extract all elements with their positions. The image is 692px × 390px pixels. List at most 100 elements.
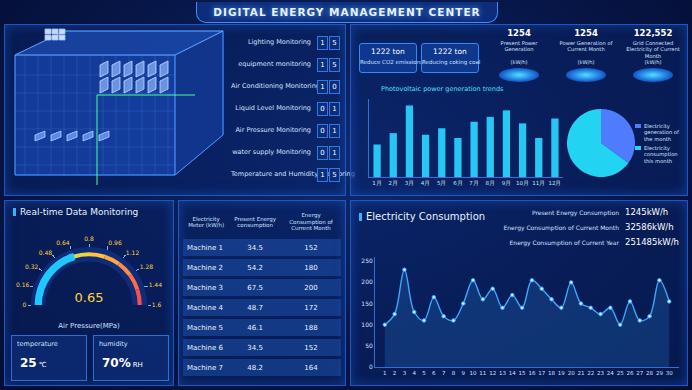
html-text:Air Conditioning Monitoring 1: Air Conditioning Monitoring 1 [231, 82, 325, 91]
svg-text:10: 10 [470, 370, 477, 376]
svg-text:7: 7 [442, 370, 446, 376]
html-text:Machine 4: Machine 4 [187, 303, 223, 312]
html-text:34.5: 34.5 [247, 243, 263, 252]
svg-text:29: 29 [656, 370, 663, 376]
svg-text:6月: 6月 [453, 180, 463, 186]
svg-text:12: 12 [489, 370, 496, 376]
svg-text:7月: 7月 [469, 180, 479, 186]
html-text:180: 180 [304, 263, 318, 272]
svg-text:15: 15 [519, 370, 526, 376]
html-text:172: 172 [304, 303, 318, 312]
html-text:1222 ton: 1222 ton [433, 47, 467, 56]
html-text:1222 ton: 1222 ton [371, 47, 405, 56]
html-text:34.5: 34.5 [247, 343, 263, 352]
svg-text:4: 4 [412, 370, 416, 376]
svg-text:17: 17 [538, 370, 545, 376]
svg-text:0: 0 [22, 301, 26, 308]
html-text:46.1: 46.1 [247, 323, 263, 332]
svg-text:4月: 4月 [421, 180, 431, 186]
html-text:Power Generation of Current Mo: Power Generation of Current Month [559, 40, 613, 53]
svg-text:14: 14 [509, 370, 516, 376]
svg-text:28: 28 [646, 370, 653, 376]
svg-text:250: 250 [361, 257, 373, 264]
svg-text:10月: 10月 [516, 180, 529, 186]
svg-text:22: 22 [587, 370, 594, 376]
svg-text:5: 5 [422, 370, 426, 376]
svg-text:0.96: 0.96 [108, 239, 122, 246]
svg-text:13: 13 [499, 370, 506, 376]
html-text:Real-time Data Monitoring: Real-time Data Monitoring [20, 207, 139, 217]
html-text:1245kW/h: 1245kW/h [625, 207, 669, 217]
svg-text:19: 19 [558, 370, 565, 376]
html-text:Electricity consumption this m: Electricity consumption this month [644, 145, 678, 164]
html-text:122,552: 122,552 [633, 28, 673, 38]
html-text:Present Power Generation: Present Power Generation [500, 40, 538, 53]
svg-text:2月: 2月 [389, 180, 399, 186]
svg-text:1月: 1月 [372, 180, 382, 186]
svg-text:200: 200 [361, 278, 373, 285]
svg-text:2: 2 [393, 370, 397, 376]
html-text:DIGITAL ENERGY MANAGEMENT CENT: DIGITAL ENERGY MANAGEMENT CENTER [213, 6, 481, 18]
svg-text:9: 9 [462, 370, 466, 376]
svg-text:100: 100 [361, 321, 373, 328]
svg-text:0.65: 0.65 [75, 290, 104, 305]
svg-text:0.48: 0.48 [39, 249, 53, 256]
svg-text:18: 18 [548, 370, 555, 376]
svg-text:21: 21 [577, 370, 584, 376]
html-text:1254: 1254 [574, 28, 598, 38]
svg-text:9月: 9月 [502, 180, 512, 186]
svg-text:11: 11 [479, 370, 486, 376]
html-text:200: 200 [304, 283, 318, 292]
svg-text:11月: 11月 [532, 180, 545, 186]
svg-text:1: 1 [383, 370, 387, 376]
svg-text:24: 24 [607, 370, 614, 376]
html-text:Electricity Meter (kW/h): Electricity Meter (kW/h) [188, 215, 225, 228]
svg-text:26: 26 [626, 370, 633, 376]
html-text:188: 188 [304, 323, 318, 332]
html-text:Electricity generation of the: Electricity generation of the month [644, 123, 679, 142]
svg-text:0.64: 0.64 [56, 239, 70, 246]
svg-text:0.8: 0.8 [84, 235, 94, 242]
html-text:Machine 6: Machine 6 [187, 343, 223, 352]
html-text:25℃: 25℃ [20, 356, 47, 370]
svg-text:6: 6 [432, 370, 436, 376]
html-text:48.7: 48.7 [247, 303, 263, 312]
svg-text:150: 150 [361, 300, 373, 307]
html-text:251485kW/h: 251485kW/h [625, 237, 679, 247]
svg-text:27: 27 [636, 370, 643, 376]
html-text:1254: 1254 [507, 28, 531, 38]
html-text:Machine 2: Machine 2 [187, 263, 223, 272]
svg-text:16: 16 [528, 370, 535, 376]
svg-text:50: 50 [365, 342, 373, 349]
html-text:Machine 3: Machine 3 [187, 283, 223, 292]
html-text:Machine 5: Machine 5 [187, 323, 223, 332]
svg-text:20: 20 [568, 370, 575, 376]
svg-text:30: 30 [666, 370, 673, 376]
svg-text:0.32: 0.32 [25, 263, 39, 270]
svg-text:23: 23 [597, 370, 604, 376]
html-text:70%RH: 70%RH [102, 356, 143, 370]
svg-text:12月: 12月 [548, 180, 561, 186]
svg-text:5月: 5月 [437, 180, 447, 186]
svg-text:0: 0 [369, 363, 373, 370]
html-text:Electricity Consumption: Electricity Consumption [366, 211, 486, 222]
svg-text:1.6: 1.6 [152, 301, 162, 308]
svg-text:3: 3 [403, 370, 407, 376]
html-text:67.5: 67.5 [247, 283, 263, 292]
svg-text:3月: 3月 [405, 180, 415, 186]
html-text:152: 152 [304, 343, 318, 352]
svg-text:1.12: 1.12 [126, 249, 140, 256]
html-text:Energy Consumption of Current: Energy Consumption of Current Month [289, 212, 333, 232]
html-text:Machine 1: Machine 1 [187, 243, 223, 252]
html-text:Grid Connected Electricity of: Grid Connected Electricity of Current Mo… [626, 40, 680, 59]
svg-text:8: 8 [452, 370, 456, 376]
html-text:54.2: 54.2 [247, 263, 263, 272]
svg-text:25: 25 [617, 370, 624, 376]
html-text:152: 152 [304, 243, 318, 252]
svg-text:1.44: 1.44 [149, 281, 163, 288]
svg-text:0.16: 0.16 [16, 281, 30, 288]
svg-text:1.28: 1.28 [140, 263, 154, 270]
svg-text:8月: 8月 [486, 180, 496, 186]
html-text:32586kW/h: 32586kW/h [625, 222, 674, 232]
html-text:Present Energy consumption: Present Energy consumption [234, 215, 276, 228]
